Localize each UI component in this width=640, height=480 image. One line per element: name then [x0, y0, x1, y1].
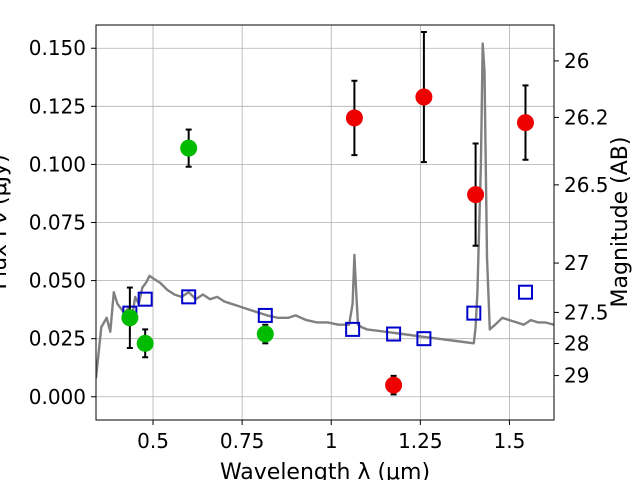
y-tick-label: 0.025	[29, 327, 86, 351]
y-tick-label: 0.150	[29, 36, 86, 60]
x-axis-label: Wavelength λ (μm)	[220, 460, 430, 480]
axis-ticks: 0.5 0.75 1 1.25 1.5 0.000 0.025 0.050 0.075 0.100…	[29, 36, 609, 453]
model-photometry-marker	[386, 326, 402, 342]
observed-red-marker	[516, 114, 534, 132]
observed-green-marker	[180, 139, 198, 157]
model-photometry-marker	[345, 321, 361, 337]
plot-area	[96, 30, 554, 396]
model-photometry-marker	[517, 284, 533, 300]
observed-green-marker	[256, 325, 274, 343]
y-axis-label-left: Flux Fν (μJy)	[0, 154, 12, 289]
x-tick-label: 1	[325, 429, 338, 453]
observed-green-marker	[121, 309, 139, 327]
mag-tick-label: 27	[564, 251, 589, 275]
model-photometry-marker	[466, 305, 482, 321]
y-tick-label: 0.100	[29, 152, 86, 176]
model-photometry-marker	[257, 307, 273, 323]
observed-red-marker	[467, 186, 485, 204]
mag-tick-label: 26.5	[564, 173, 609, 197]
mag-tick-label: 27.5	[564, 300, 609, 324]
y-tick-label: 0.075	[29, 211, 86, 235]
y-tick-label: 0.125	[29, 94, 86, 118]
model-photometry-marker	[181, 289, 197, 305]
y-tick-label: 0.000	[29, 385, 86, 409]
plot-content	[96, 30, 554, 396]
mag-tick-label: 26.2	[564, 105, 609, 129]
grid-lines	[96, 25, 554, 420]
observed-green-marker	[136, 334, 154, 352]
observed-red-marker	[345, 109, 363, 127]
y-axis-label-right: Magnitude (AB)	[608, 137, 633, 308]
x-tick-label: 0.5	[137, 429, 169, 453]
model-photometry-marker	[416, 331, 432, 347]
y-tick-label: 0.050	[29, 269, 86, 293]
x-tick-label: 1.25	[398, 429, 443, 453]
mag-tick-label: 28	[564, 332, 589, 356]
mag-tick-label: 26	[564, 49, 589, 73]
model-photometry-marker	[137, 291, 153, 307]
x-tick-label: 0.75	[220, 429, 265, 453]
x-tick-label: 1.5	[494, 429, 526, 453]
mag-tick-label: 29	[564, 364, 589, 388]
observed-red-marker	[415, 88, 433, 106]
observed-red-marker	[385, 376, 403, 394]
